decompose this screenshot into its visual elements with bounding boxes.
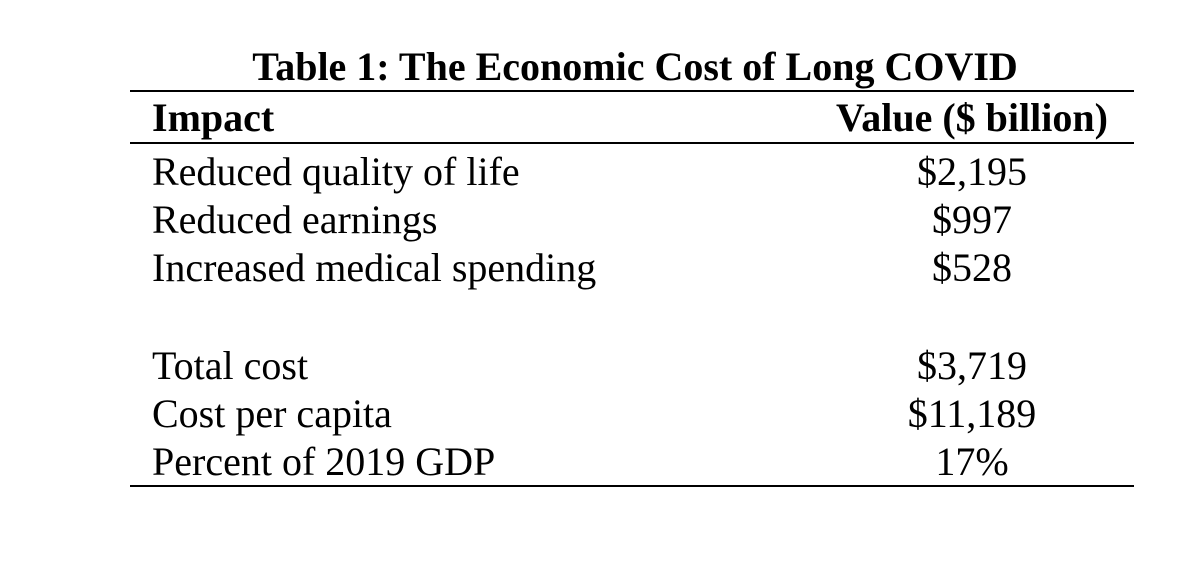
row-value: $528	[932, 244, 1012, 290]
row-impact-label: Cost per capita	[152, 390, 392, 436]
economic-cost-table: Table 1: The Economic Cost of Long COVID…	[130, 44, 1134, 487]
row-value: 17%	[935, 438, 1009, 484]
top-rule	[130, 90, 1134, 92]
table-row: Total cost $3,719	[130, 341, 1134, 389]
table-header-row: Impact Value ($ billion)	[130, 92, 1134, 142]
summary-rows-group: Total cost $3,719 Cost per capita $11,18…	[130, 341, 1134, 485]
row-value: $3,719	[917, 342, 1027, 388]
header-value: Value ($ billion)	[836, 94, 1108, 140]
row-value: $11,189	[907, 390, 1037, 436]
table-row: Cost per capita $11,189	[130, 389, 1134, 437]
table-row: Percent of 2019 GDP 17%	[130, 437, 1134, 485]
impact-rows-group: Reduced quality of life $2,195 Reduced e…	[130, 144, 1134, 291]
table-title: Table 1: The Economic Cost of Long COVID	[252, 44, 1018, 89]
table-row: Reduced quality of life $2,195	[130, 147, 1134, 195]
row-impact-label: Total cost	[152, 342, 309, 388]
header-impact: Impact	[152, 94, 275, 140]
row-impact-label: Increased medical spending	[152, 244, 597, 290]
row-value: $997	[932, 196, 1012, 242]
table-row: Increased medical spending $528	[130, 243, 1134, 291]
group-spacer	[130, 291, 1134, 341]
row-impact-label: Reduced earnings	[152, 196, 438, 242]
row-value: $2,195	[917, 148, 1027, 194]
row-impact-label: Percent of 2019 GDP	[152, 438, 496, 484]
row-impact-label: Reduced quality of life	[152, 148, 520, 194]
table-row: Reduced earnings $997	[130, 195, 1134, 243]
header-rule	[130, 142, 1134, 144]
bottom-rule	[130, 485, 1134, 487]
